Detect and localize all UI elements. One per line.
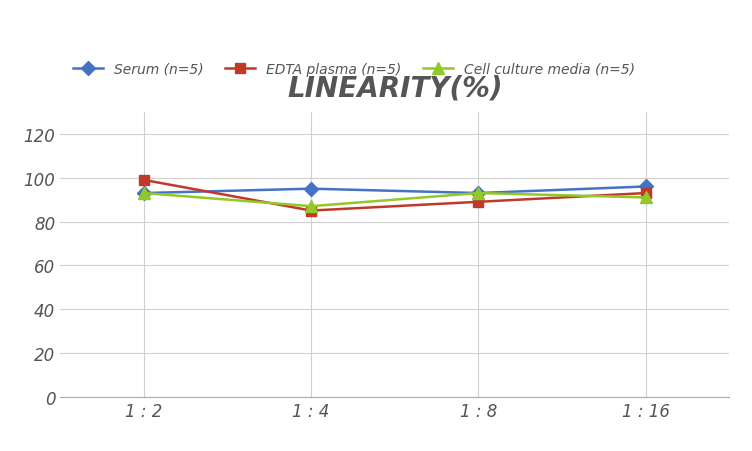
- Line: Serum (n=5): Serum (n=5): [139, 182, 650, 198]
- Serum (n=5): [641, 184, 650, 190]
- Cell culture media (n=5): [474, 191, 483, 196]
- Line: Cell culture media (n=5): Cell culture media (n=5): [138, 188, 651, 212]
- Title: LINEARITY(%): LINEARITY(%): [287, 74, 502, 102]
- EDTA plasma (n=5): [474, 200, 483, 205]
- Cell culture media (n=5): [641, 195, 650, 201]
- Line: EDTA plasma (n=5): EDTA plasma (n=5): [139, 175, 650, 216]
- Legend: Serum (n=5), EDTA plasma (n=5), Cell culture media (n=5): Serum (n=5), EDTA plasma (n=5), Cell cul…: [67, 57, 641, 82]
- Serum (n=5): [474, 191, 483, 196]
- Cell culture media (n=5): [139, 191, 148, 196]
- Serum (n=5): [307, 187, 316, 192]
- EDTA plasma (n=5): [307, 208, 316, 214]
- EDTA plasma (n=5): [139, 178, 148, 183]
- Serum (n=5): [139, 191, 148, 196]
- EDTA plasma (n=5): [641, 191, 650, 196]
- Cell culture media (n=5): [307, 204, 316, 209]
